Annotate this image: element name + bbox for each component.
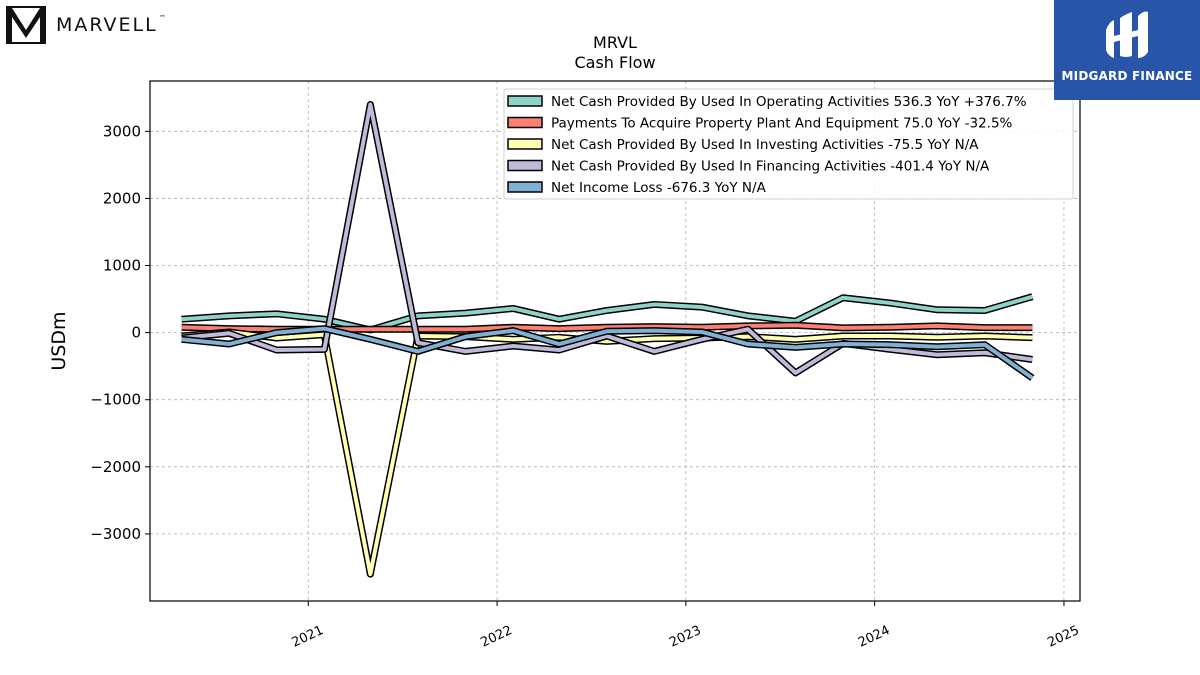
legend-label-3: Net Cash Provided By Used In Financing A… [551, 159, 990, 175]
x-tick-label: 2022 [478, 623, 514, 651]
legend-swatch-3 [507, 159, 543, 172]
trademark-mark: ™ [158, 14, 168, 22]
chart-title: MRVL [593, 33, 637, 52]
x-tick-label: 2023 [667, 623, 703, 651]
legend-label-4: Net Income Loss -676.3 YoY N/A [551, 180, 767, 196]
legend-box [503, 88, 1074, 200]
x-tick-label: 2024 [856, 623, 892, 651]
midgard-finance-logo: MIDGARD FINANCE [1054, 0, 1200, 100]
x-tick-label: 2025 [1045, 623, 1081, 651]
marvell-logo: MARVELL™ [4, 4, 168, 46]
plot-frame [149, 80, 1081, 602]
legend-label-1: Payments To Acquire Property Plant And E… [551, 116, 1013, 132]
legend: Net Cash Provided By Used In Operating A… [503, 88, 1074, 200]
y-tick-label: 3000 [103, 122, 141, 140]
legend-swatch-0 [507, 95, 543, 107]
marvell-wordmark: MARVELL™ [56, 14, 168, 36]
marvell-mark-icon [6, 6, 46, 44]
legend-label-2: Net Cash Provided By Used In Investing A… [551, 137, 979, 153]
y-tick-label: −3000 [90, 525, 141, 543]
y-tick-label: 1000 [103, 257, 141, 275]
midgard-mark-icon [1106, 11, 1148, 58]
legend-swatch-2 [507, 138, 543, 150]
midgard-finance-wordmark: MIDGARD FINANCE [1061, 69, 1193, 83]
y-tick-label: −1000 [90, 391, 141, 409]
chart-subtitle: Cash Flow [574, 53, 655, 72]
legend-swatch-1 [507, 116, 543, 129]
legend-label-0: Net Cash Provided By Used In Operating A… [551, 94, 1027, 110]
legend-swatch-4 [507, 181, 543, 193]
y-axis-label: USDm [48, 311, 70, 370]
y-tick-label: 2000 [103, 189, 141, 207]
series-line-3 [181, 102, 1033, 375]
y-tick-label: −2000 [90, 458, 141, 476]
series-line-0 [181, 294, 1033, 332]
series-line-2 [181, 329, 1033, 577]
y-tick-label: 0 [131, 324, 141, 342]
series-line-4 [181, 326, 1034, 380]
series-outline-2 [181, 328, 1033, 578]
x-tick-label: 2021 [290, 623, 326, 651]
